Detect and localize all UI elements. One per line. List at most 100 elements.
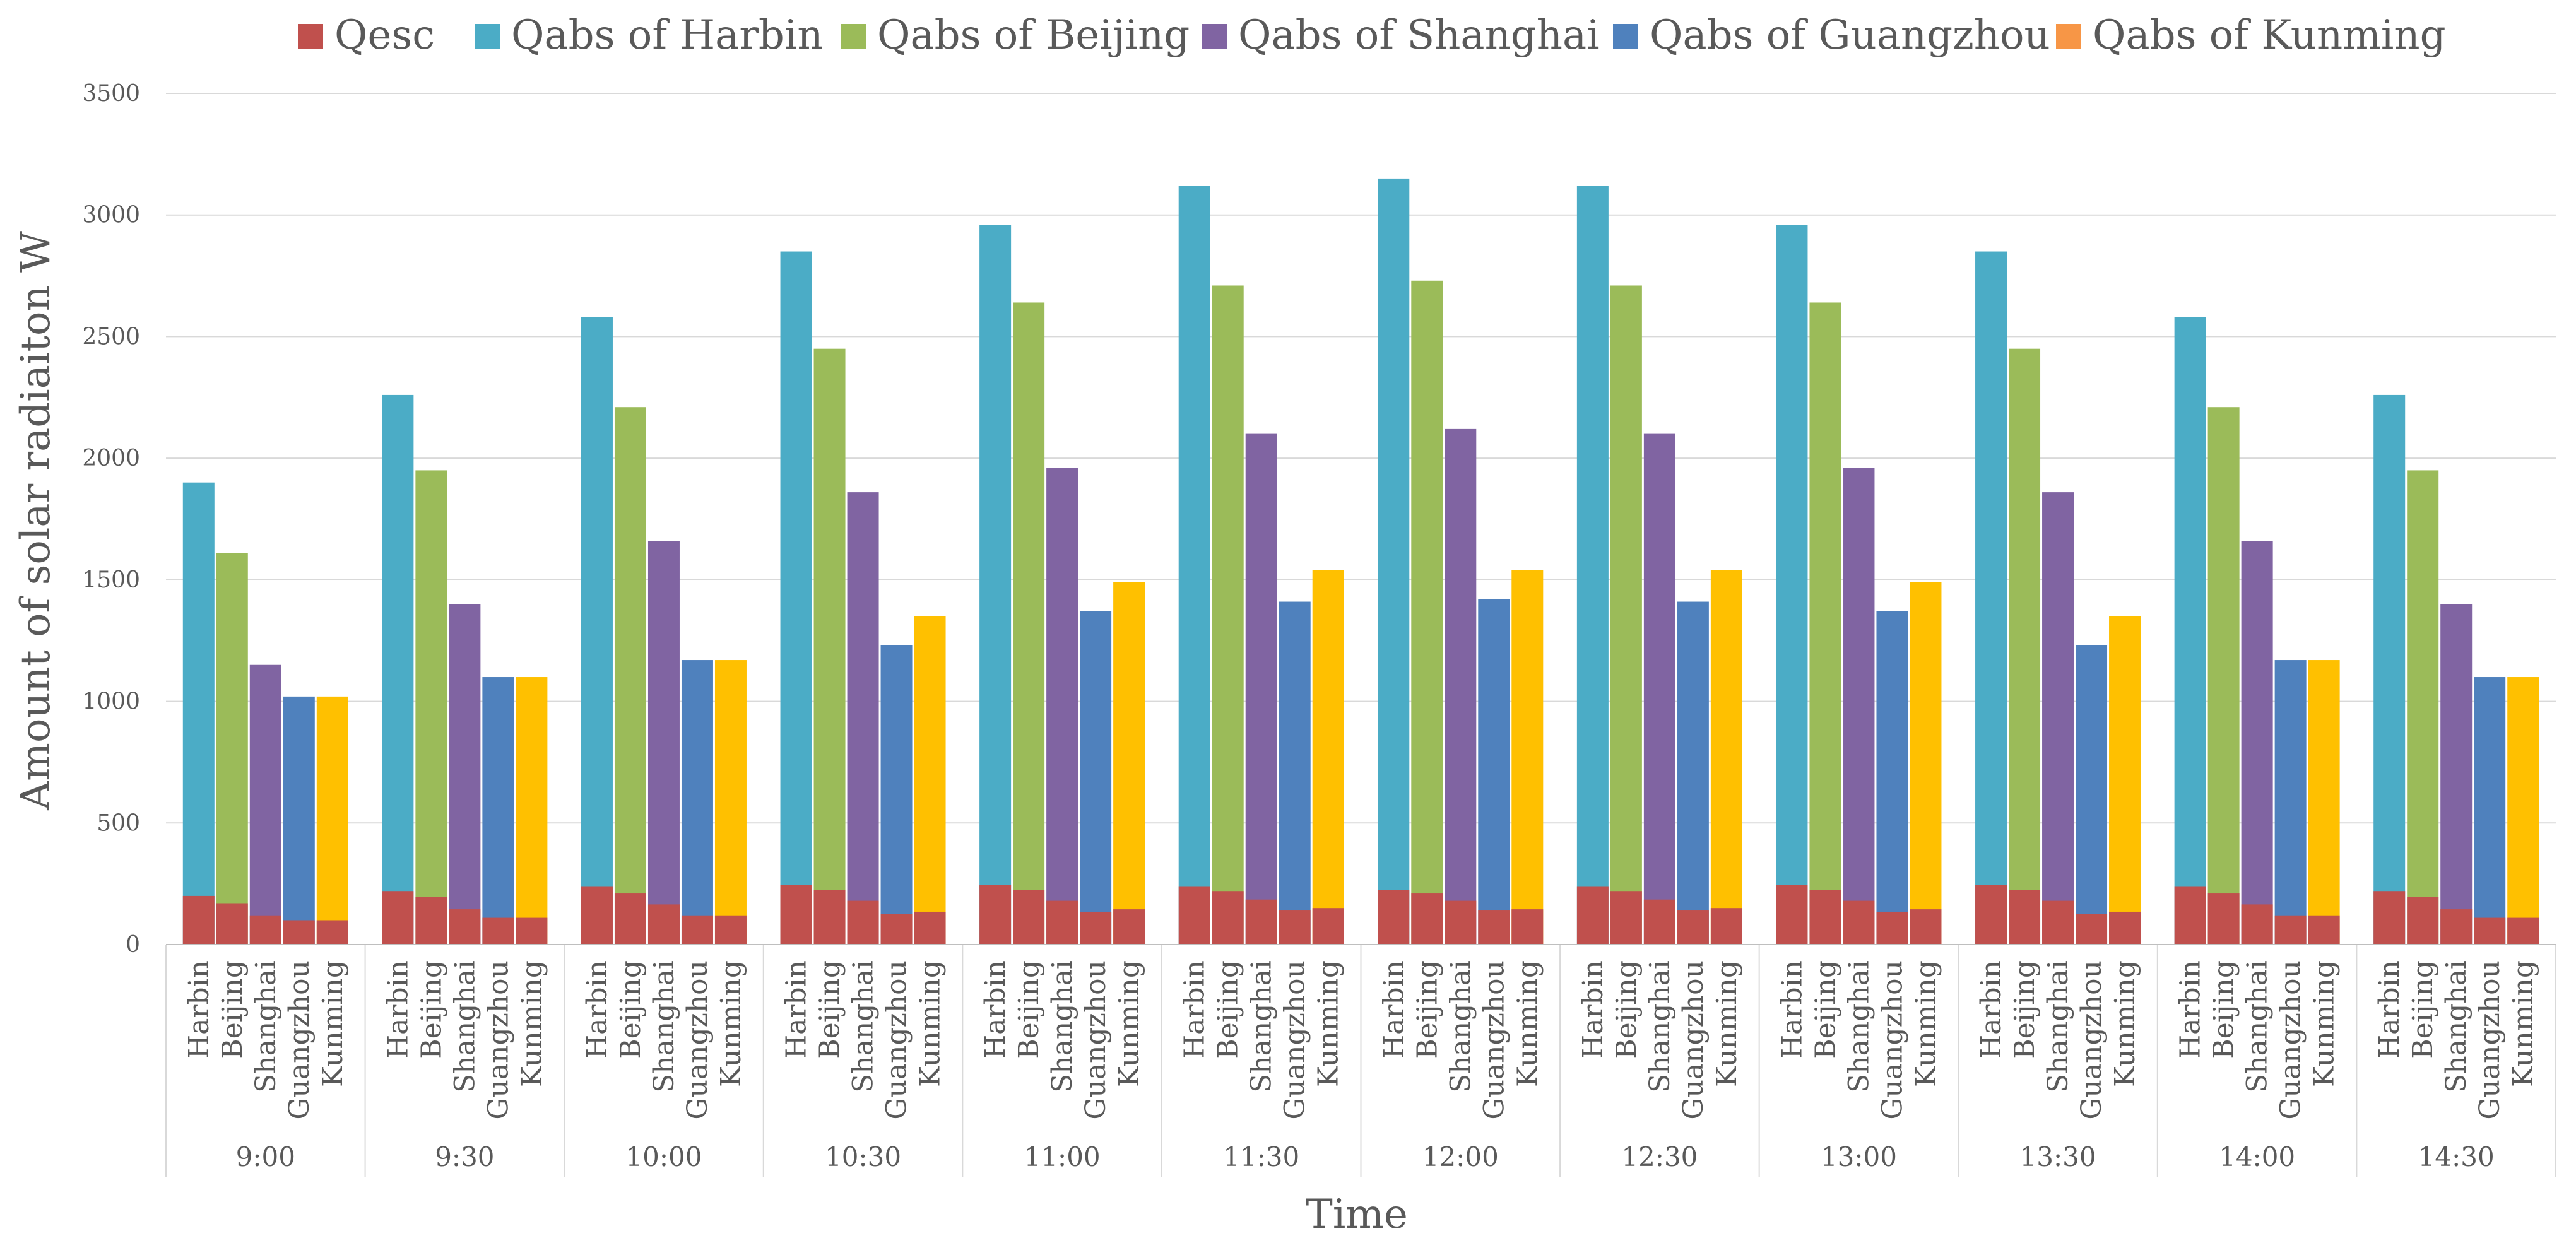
x-time-label: 10:30 xyxy=(825,1141,901,1172)
x-category-label: Guangzhou xyxy=(1478,960,1510,1120)
x-category-label: Shanghai xyxy=(648,960,680,1093)
bar-qabs-guangzhou xyxy=(2474,677,2506,945)
x-category-label: Harbin xyxy=(781,960,813,1059)
legend-swatch xyxy=(1202,24,1227,49)
bar-qabs-beijing xyxy=(1809,302,1841,945)
bar-qabs-beijing xyxy=(415,470,447,945)
bar-qabs-shanghai xyxy=(1643,433,1675,945)
bar-qesc-kunming xyxy=(1910,909,1942,945)
bar-qesc-guangzhou xyxy=(1478,910,1510,945)
bar-qesc-guangzhou xyxy=(482,917,514,945)
x-category-label: Guangzhou xyxy=(2474,960,2506,1120)
bar-qesc-shanghai xyxy=(249,915,281,945)
x-category-label: Guangzhou xyxy=(881,960,913,1120)
bar-qesc-guangzhou xyxy=(2474,917,2506,945)
bar-qesc-harbin xyxy=(780,885,812,945)
bar-qesc-shanghai xyxy=(2042,900,2074,945)
legend-swatch xyxy=(1613,24,1638,49)
x-axis: Harbin Beijing Shanghai Guangzhou Kunming9:0… xyxy=(165,944,2556,1177)
x-category-label: Kunming xyxy=(1313,960,1345,1087)
x-category-label: Harbin xyxy=(1179,960,1211,1059)
bar-qesc-kunming xyxy=(2308,915,2340,945)
x-category-label: Kunming xyxy=(2308,960,2341,1087)
bar-qabs-harbin xyxy=(182,482,215,945)
x-category-label: Guangzhou xyxy=(1876,960,1908,1120)
legend: Qesc Qabs of Harbin Qabs of Beijing Qabs of… xyxy=(298,12,2446,59)
x-category-label: Kunming xyxy=(2507,960,2539,1087)
x-category-label: Kunming xyxy=(1711,960,1743,1087)
bar-qesc-beijing xyxy=(2207,893,2240,945)
bar-qabs-harbin xyxy=(1178,186,1210,945)
bar-qabs-harbin xyxy=(1776,225,1808,945)
x-category-label: Beijing xyxy=(2407,960,2439,1059)
bar-qesc-guangzhou xyxy=(1876,911,1908,945)
bar-qabs-harbin xyxy=(581,317,613,945)
bar-qabs-guangzhou xyxy=(2274,660,2307,945)
legend-swatch xyxy=(841,24,866,49)
x-time-label: 13:30 xyxy=(2020,1141,2096,1172)
bar-qabs-shanghai xyxy=(2241,541,2273,945)
legend-label: Qabs of Kunming xyxy=(2093,12,2446,59)
y-tick-label: 3000 xyxy=(82,203,140,228)
bar-qesc-guangzhou xyxy=(681,915,713,945)
x-category-label: Kunming xyxy=(317,960,349,1087)
x-time-label: 14:00 xyxy=(2219,1141,2295,1172)
bar-qesc-beijing xyxy=(2407,897,2439,945)
y-axis-ticks: 0 500 1000 1500 2000 2500 3000 3500 xyxy=(82,81,140,958)
bar-qabs-beijing xyxy=(1212,285,1244,945)
bar-qesc-harbin xyxy=(1378,890,1410,945)
x-category-label: Harbin xyxy=(2373,960,2406,1059)
bar-qesc-kunming xyxy=(1113,909,1145,945)
bars xyxy=(182,178,2539,945)
legend-swatch xyxy=(475,24,500,49)
x-category-label: Guangzhou xyxy=(1677,960,1710,1120)
bar-qesc-beijing xyxy=(216,903,248,945)
x-category-label: Harbin xyxy=(382,960,414,1059)
bar-qesc-kunming xyxy=(914,911,946,945)
bar-qabs-guangzhou xyxy=(1876,611,1908,945)
x-category-label: Kunming xyxy=(1113,960,1145,1087)
bar-qesc-guangzhou xyxy=(283,920,315,945)
bar-qabs-kunming xyxy=(1710,570,1742,945)
x-category-label: Shanghai xyxy=(1843,960,1875,1093)
bar-qesc-harbin xyxy=(2373,891,2406,945)
bar-qabs-beijing xyxy=(2207,407,2240,945)
bar-qesc-kunming xyxy=(1312,908,1344,945)
bar-qabs-shanghai xyxy=(647,541,680,945)
bar-qesc-shanghai xyxy=(1445,900,1477,945)
bar-qesc-harbin xyxy=(382,891,414,945)
gridlines xyxy=(166,93,2556,824)
x-category-label: Beijing xyxy=(1610,960,1643,1059)
x-category-label: Guangzhou xyxy=(2076,960,2108,1120)
bar-qabs-harbin xyxy=(979,225,1012,945)
bar-qesc-harbin xyxy=(1178,886,1210,945)
bar-qesc-shanghai xyxy=(2241,904,2273,945)
bar-qesc-beijing xyxy=(1809,890,1841,945)
legend-label: Qabs of Shanghai xyxy=(1238,12,1600,59)
bar-qabs-harbin xyxy=(1576,186,1609,945)
bar-qesc-kunming xyxy=(714,915,747,945)
bar-qesc-shanghai xyxy=(847,900,879,945)
bar-qesc-guangzhou xyxy=(1080,911,1112,945)
bar-qesc-guangzhou xyxy=(880,914,913,945)
bar-qabs-harbin xyxy=(2174,317,2206,945)
x-time-label: 9:00 xyxy=(236,1141,295,1172)
bar-qabs-shanghai xyxy=(1843,468,1875,945)
x-category-label: Shanghai xyxy=(1644,960,1676,1093)
bar-qabs-harbin xyxy=(382,394,414,945)
bar-qesc-kunming xyxy=(516,917,548,945)
y-tick-label: 0 xyxy=(126,932,140,958)
x-category-label: Guangzhou xyxy=(283,960,316,1120)
bar-qabs-guangzhou xyxy=(283,696,315,945)
legend-label: Qabs of Harbin xyxy=(511,12,824,59)
x-time-label: 12:30 xyxy=(1621,1141,1698,1172)
bar-qabs-guangzhou xyxy=(1677,601,1709,945)
bar-qesc-kunming xyxy=(1511,909,1544,945)
x-category-label: Shanghai xyxy=(2042,960,2074,1093)
bar-qabs-kunming xyxy=(714,660,747,945)
x-category-label: Harbin xyxy=(979,960,1012,1059)
x-category-label: Shanghai xyxy=(2242,960,2274,1093)
bar-qesc-shanghai xyxy=(647,904,680,945)
bar-qabs-kunming xyxy=(1113,582,1145,945)
bar-qabs-shanghai xyxy=(449,604,481,945)
